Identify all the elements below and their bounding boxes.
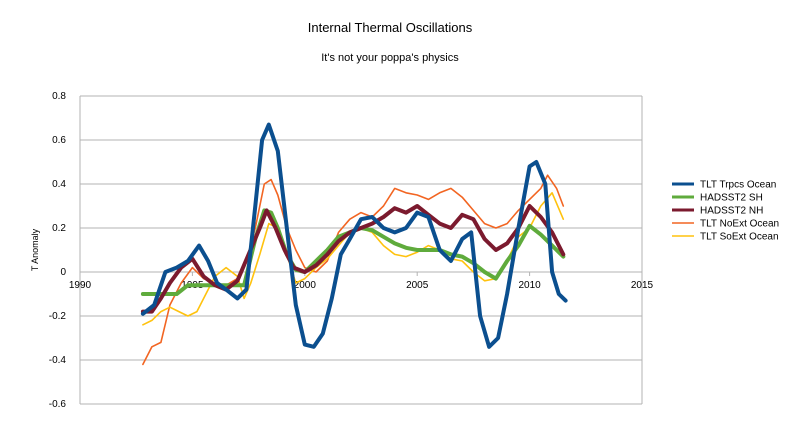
x-tick-label: 2015	[631, 280, 654, 291]
series-line-tlt-soext-ocean	[142, 192, 565, 326]
y-tick-label: -0.4	[49, 355, 67, 366]
legend-label: HADSST2 NH	[700, 206, 763, 217]
y-tick-label: 0.2	[52, 223, 66, 234]
legend-label: TLT Trpcs Ocean	[700, 180, 776, 191]
y-tick-label: 0.4	[52, 179, 66, 190]
series-line-tlt-trpcs-ocean	[140, 122, 568, 349]
y-tick-label: -0.6	[49, 399, 67, 410]
chart-subtitle: It's not your poppa's physics	[321, 52, 459, 64]
chart-title: Internal Thermal Oscillations	[307, 20, 473, 35]
series-line-hadsst2-sh	[140, 208, 566, 296]
y-tick-label: -0.2	[49, 311, 67, 322]
legend-label: TLT SoExt Ocean	[700, 232, 779, 243]
series-line-hadsst2-nh	[140, 204, 566, 314]
x-tick-label: 2010	[518, 280, 541, 291]
x-tick-label: 2005	[406, 280, 429, 291]
x-tick-label: 1990	[69, 280, 92, 291]
y-tick-label: 0	[60, 267, 66, 278]
x-tick-label: 2000	[294, 280, 317, 291]
y-tick-label: 0.8	[52, 91, 66, 102]
y-tick-label: 0.6	[52, 135, 66, 146]
legend-label: TLT NoExt Ocean	[700, 219, 779, 230]
y-axis-label: T Anomaly	[30, 228, 40, 271]
legend-label: HADSST2 SH	[700, 193, 763, 204]
